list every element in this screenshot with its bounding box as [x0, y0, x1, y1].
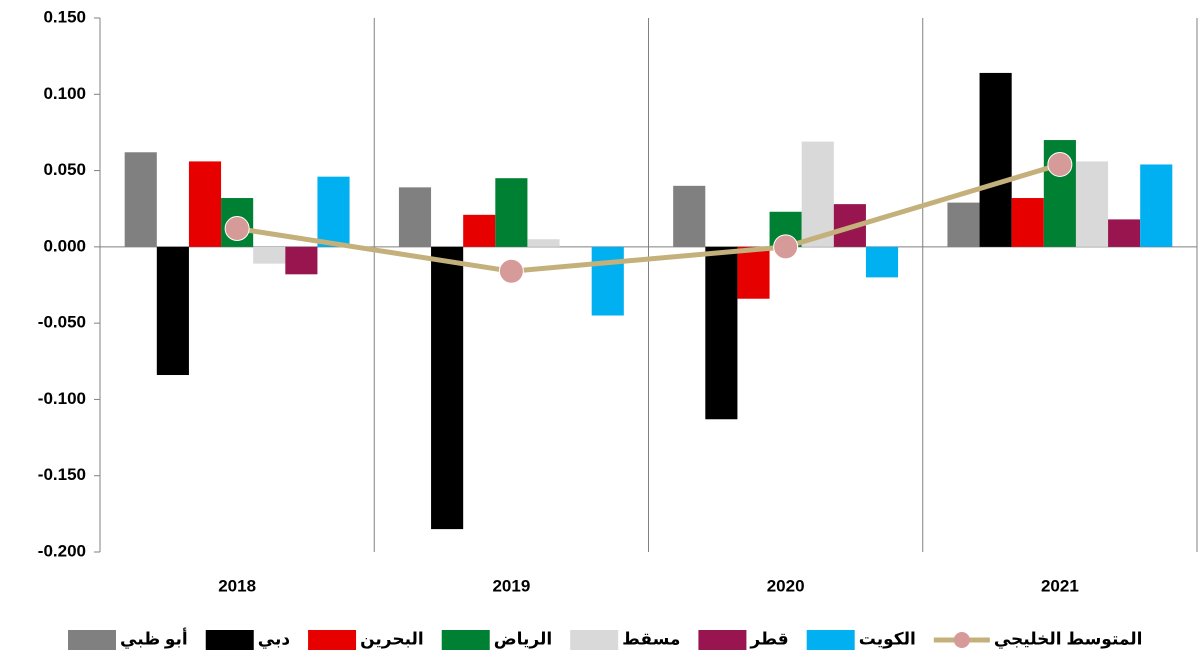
legend-swatch — [953, 632, 970, 648]
bar — [591, 246, 624, 316]
y-tick-label: -0.200 — [38, 541, 86, 560]
bar — [156, 246, 189, 376]
y-tick-label: 0.050 — [43, 160, 86, 179]
legend-label: المتوسط الخليجي — [994, 629, 1143, 649]
x-tick-label: 2018 — [218, 576, 256, 595]
bar — [705, 246, 738, 420]
bar — [188, 161, 222, 247]
y-tick-label: -0.150 — [38, 465, 86, 484]
legend-label: قطر — [749, 629, 788, 649]
bar — [1108, 219, 1141, 247]
legend-label: مسقط — [622, 629, 680, 648]
bar — [124, 152, 157, 247]
legend-label: الرياض — [494, 629, 552, 649]
bar — [285, 246, 318, 275]
legend-swatch — [806, 630, 855, 650]
legend-label: الكويت — [859, 629, 916, 649]
bar — [463, 214, 496, 247]
bar — [865, 246, 899, 278]
x-tick-label: 2021 — [1041, 576, 1079, 595]
y-tick-label: 0.000 — [43, 236, 86, 255]
x-tick-label: 2020 — [767, 576, 805, 595]
legend-swatch — [441, 630, 490, 650]
legend-swatch — [68, 630, 116, 650]
legend-swatch — [205, 630, 254, 650]
bar — [673, 185, 706, 247]
bar — [1011, 198, 1044, 247]
y-tick-label: -0.100 — [38, 389, 86, 408]
legend-swatch — [570, 630, 619, 650]
line-series — [236, 162, 1061, 274]
bar — [1140, 164, 1173, 247]
y-tick-label: 0.100 — [43, 84, 86, 103]
y-tick-label: 0.150 — [43, 7, 86, 26]
bar — [737, 246, 770, 299]
bar — [527, 239, 560, 247]
bar — [431, 246, 464, 530]
legend-label: أبو ظبي — [120, 627, 188, 649]
bar — [1075, 161, 1109, 247]
line-marker — [498, 258, 524, 284]
x-tick-label: 2019 — [492, 576, 530, 595]
bar — [979, 72, 1012, 247]
legend-label: البحرين — [360, 629, 424, 649]
bar — [398, 187, 432, 247]
legend-swatch — [308, 630, 357, 650]
bar — [317, 176, 350, 247]
bar — [253, 246, 286, 264]
line-marker — [1047, 151, 1073, 177]
y-tick-label: -0.050 — [38, 313, 86, 332]
legend-swatch — [698, 630, 747, 650]
line-marker — [773, 234, 799, 260]
bar — [947, 202, 980, 247]
bar — [495, 178, 528, 247]
bar — [801, 141, 834, 247]
line-marker — [224, 216, 250, 242]
legend-label: دبي — [258, 629, 291, 649]
